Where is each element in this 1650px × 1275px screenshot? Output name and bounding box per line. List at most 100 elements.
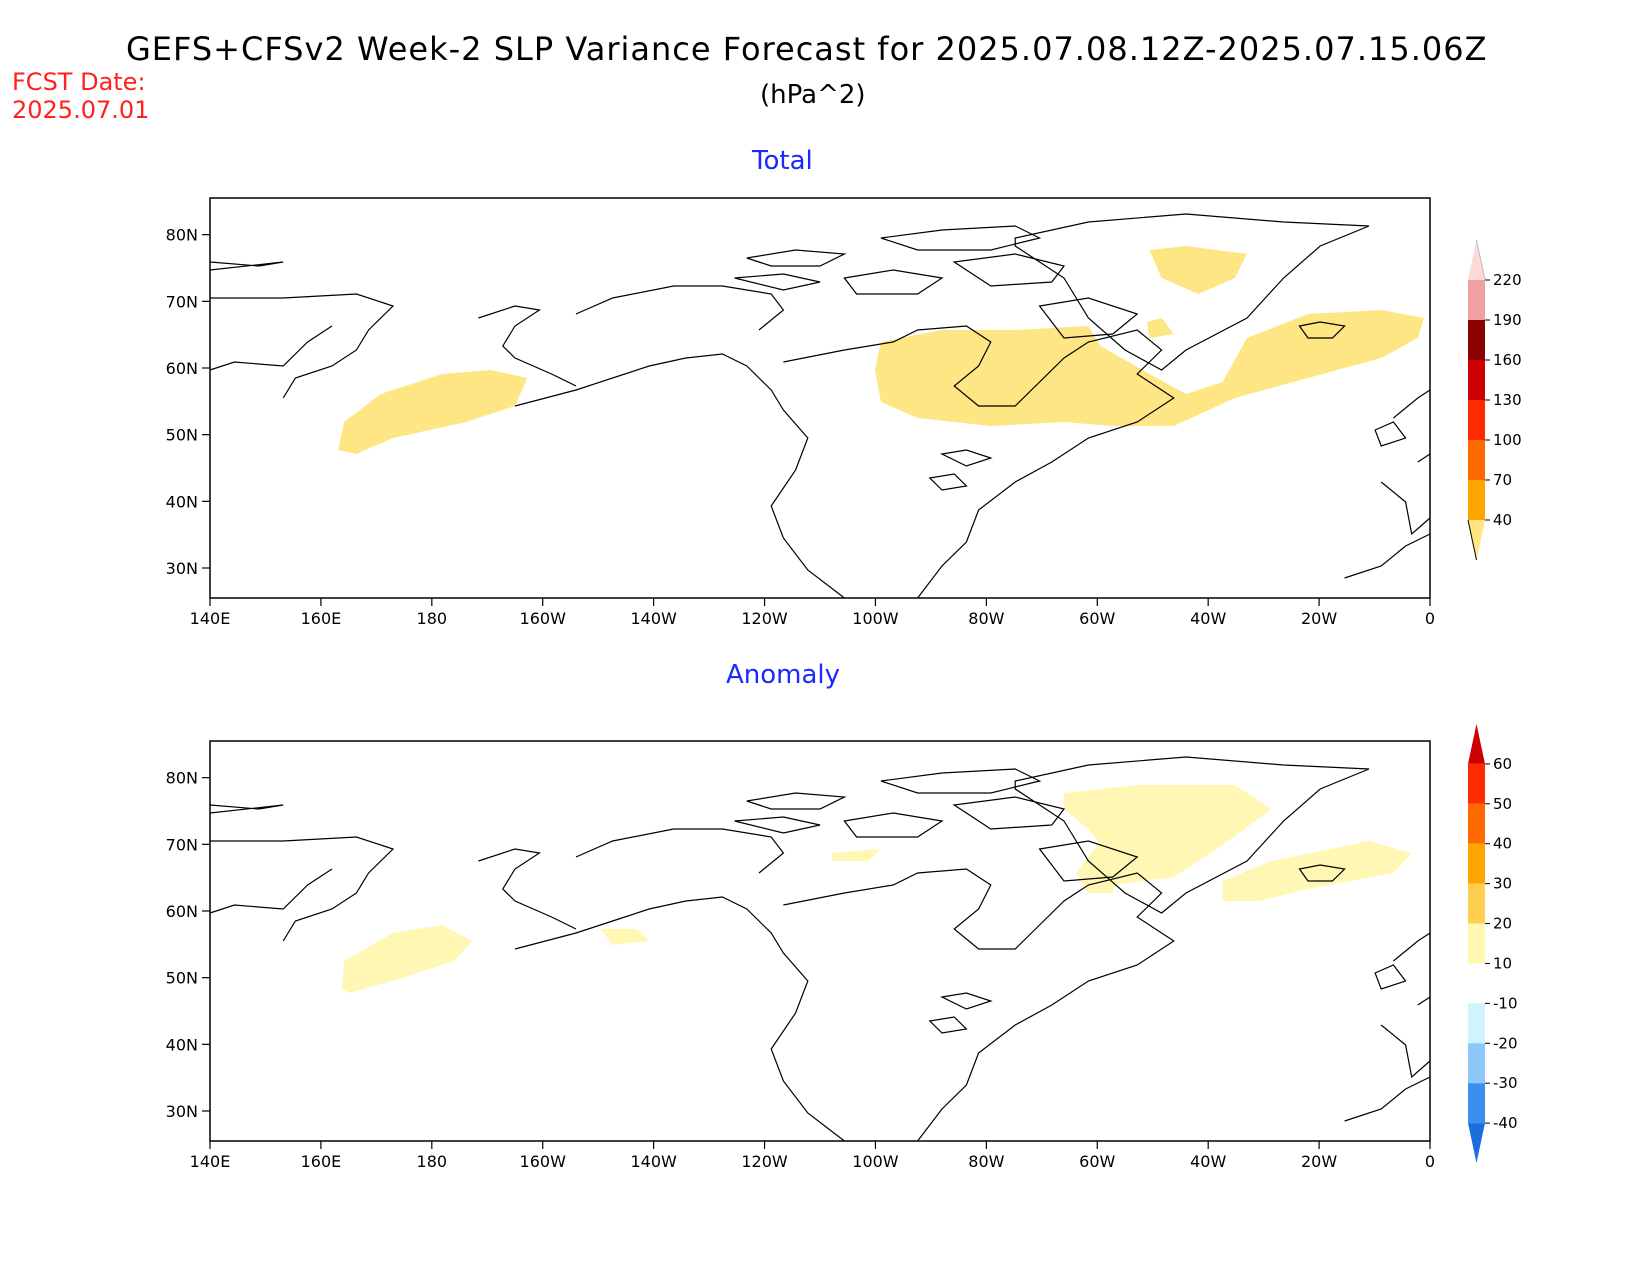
lon-label: 140E (190, 609, 231, 628)
coastline (843, 269, 944, 295)
colorbar-label: 40 (1493, 511, 1512, 529)
coastline (746, 792, 847, 810)
coastline (478, 305, 577, 387)
lat-label: 30N (166, 559, 198, 578)
coastline (1038, 297, 1139, 339)
colorbar-label: 60 (1493, 755, 1512, 773)
coastline (1380, 1024, 1431, 1079)
colorbar-label: 30 (1493, 875, 1512, 893)
shaded-region (1076, 841, 1125, 893)
coastline (1014, 756, 1370, 914)
coastline (880, 768, 1042, 794)
colorbar-swatch (1468, 360, 1485, 400)
colorbar-swatch (1468, 320, 1485, 360)
colorbar-label: -10 (1493, 994, 1518, 1012)
colorbar-swatch (1468, 1003, 1485, 1044)
shaded-region (832, 849, 881, 861)
colorbar-label: 190 (1493, 311, 1522, 329)
coastline (1417, 453, 1431, 463)
colorbar-cap-top (1468, 240, 1485, 280)
coastline (952, 796, 1066, 830)
colorbar-swatch (1468, 440, 1485, 480)
lon-label: 100W (852, 609, 899, 628)
coastline (952, 253, 1066, 287)
lon-label: 20W (1301, 1152, 1337, 1171)
lat-label: 60N (166, 902, 198, 921)
coastline (940, 992, 993, 1010)
coastline (1344, 533, 1431, 579)
colorbar-cap-outline (1476, 239, 1486, 281)
unit-label: (hPa^2) (760, 80, 866, 110)
shaded-region (1222, 841, 1412, 901)
coastline (1298, 864, 1346, 882)
lat-label: 50N (166, 426, 198, 445)
coastline (880, 225, 1042, 251)
colorbar-label: 10 (1493, 954, 1512, 972)
lat-label: 50N (166, 969, 198, 988)
map-panel-total: 80N 70N 60N 50N 40N 30N 140E 160E 180 160W 140W 120… (166, 197, 1435, 628)
coastline (1298, 321, 1346, 339)
colorbar-label: -30 (1493, 1074, 1518, 1092)
colorbar-cap-bottom (1468, 520, 1485, 560)
coastline (734, 273, 821, 291)
coastline (210, 293, 395, 399)
coastline (783, 868, 1175, 1142)
lon-label: 180 (417, 609, 448, 628)
coastline (1344, 1076, 1431, 1122)
coastline (209, 261, 284, 271)
coastline (1374, 421, 1407, 447)
lon-label: 140E (190, 1152, 231, 1171)
map-frame (209, 740, 1431, 1142)
colorbar-label: 100 (1493, 431, 1522, 449)
lat-label: 80N (166, 769, 198, 788)
lon-label: 80W (968, 609, 1004, 628)
lat-label: 40N (166, 1035, 198, 1054)
coastline (514, 896, 845, 1142)
colorbar-label: 20 (1493, 915, 1512, 933)
lon-label: 100W (852, 1152, 899, 1171)
lon-label: 40W (1190, 609, 1226, 628)
lat-label: 70N (166, 292, 198, 311)
colorbar-label: -20 (1493, 1034, 1518, 1052)
lon-label: 120W (741, 609, 788, 628)
colorbar-swatch (1468, 923, 1485, 964)
chart-title: GEFS+CFSv2 Week-2 SLP Variance Forecast … (126, 30, 1488, 68)
colorbar-cap-bottom (1468, 1123, 1485, 1163)
colorbar-swatch (1468, 1083, 1485, 1124)
colorbar-swatch (1468, 843, 1485, 884)
lat-label: 40N (166, 492, 198, 511)
lon-label: 0 (1425, 1152, 1435, 1171)
colorbar-label: 70 (1493, 471, 1512, 489)
lon-label: 60W (1079, 1152, 1115, 1171)
colorbar-total: 40 70 100 130 160 190 220 (1467, 239, 1522, 561)
coastline (209, 868, 333, 914)
panel-title-total: Total (752, 146, 813, 176)
lon-label: 160E (301, 609, 342, 628)
coastline (928, 473, 968, 491)
colorbar-label: 160 (1493, 351, 1522, 369)
lon-label: 160W (520, 1152, 567, 1171)
panel-title-anomaly: Anomaly (726, 660, 841, 690)
forecast-date-value: 2025.07.01 (12, 96, 150, 124)
lat-label: 60N (166, 359, 198, 378)
colorbar-swatch (1468, 480, 1485, 520)
coastline (734, 816, 821, 834)
colorbar-swatch (1468, 883, 1485, 924)
colorbar-swatch (1468, 963, 1485, 1004)
colorbar-swatch (1468, 803, 1485, 844)
lon-label: 0 (1425, 609, 1435, 628)
colorbar-label: 40 (1493, 835, 1512, 853)
lon-label: 20W (1301, 609, 1337, 628)
lon-label: 140W (630, 609, 677, 628)
coastline (928, 1016, 968, 1034)
lat-label: 80N (166, 226, 198, 245)
colorbar-swatch (1468, 280, 1485, 320)
coastline (746, 249, 847, 267)
coastline (1374, 964, 1407, 990)
colorbar-cap-top (1468, 724, 1485, 764)
coastline (783, 325, 1175, 599)
map-panel-anomaly: 80N 70N 60N 50N 40N 30N 140E 160E 180 160W 140W 120… (166, 740, 1435, 1171)
shaded-region (1149, 246, 1247, 294)
colorbar-swatch (1468, 400, 1485, 440)
